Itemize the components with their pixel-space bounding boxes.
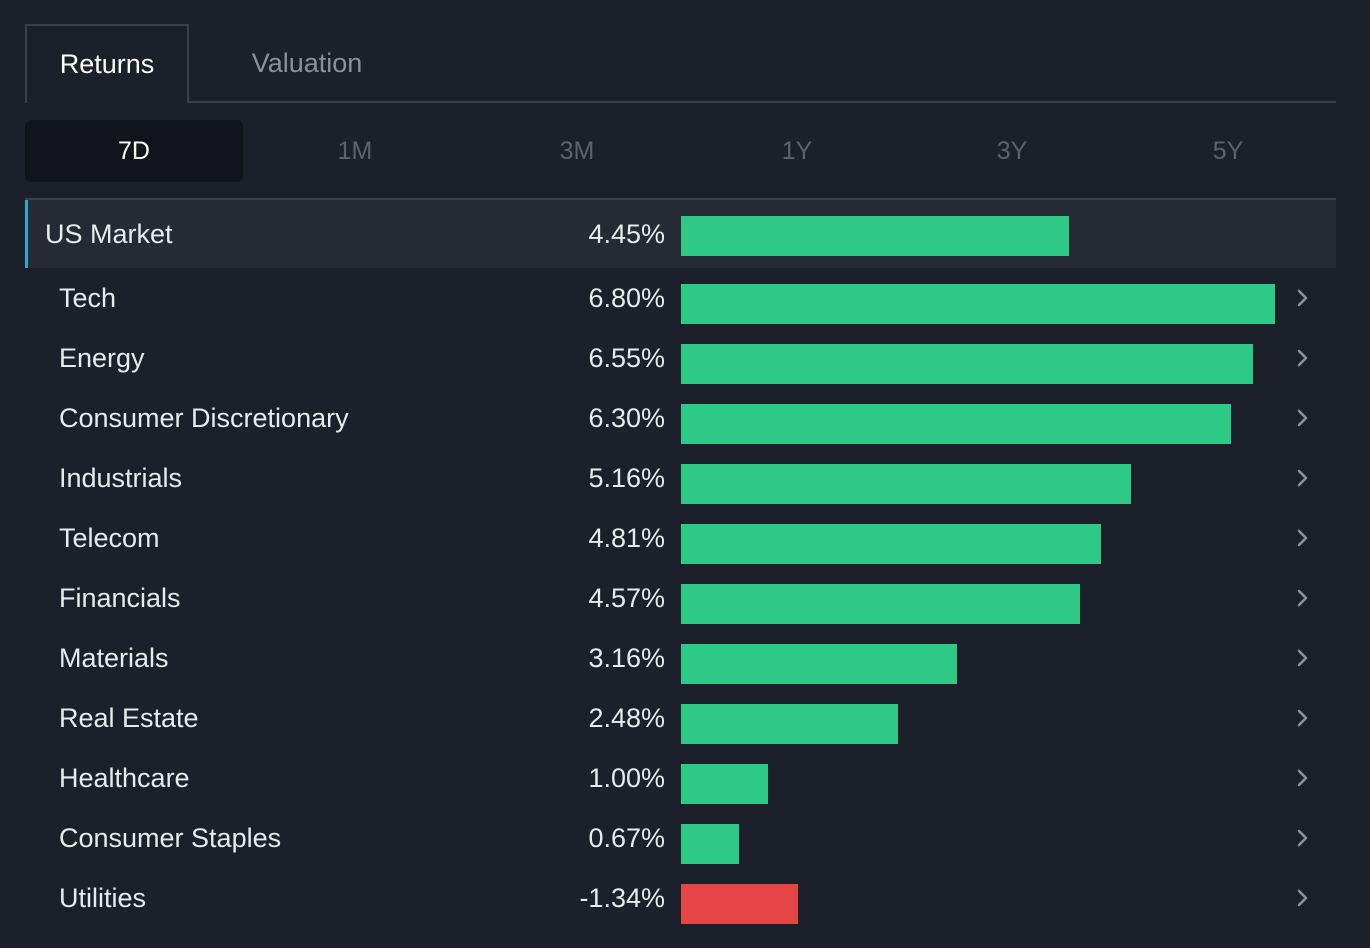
sector-label: US Market [45, 218, 173, 249]
sector-row[interactable]: Energy 6.55% [25, 328, 1336, 388]
sector-label: Consumer Staples [59, 822, 282, 853]
sector-label: Industrials [59, 462, 183, 493]
period-3y-button[interactable]: 3Y [996, 136, 1028, 165]
return-bar [681, 284, 1275, 324]
chevron-right-icon[interactable] [1293, 328, 1313, 388]
return-value: -1.34% [579, 882, 665, 913]
chevron-right-icon[interactable] [1293, 388, 1313, 448]
return-bar [681, 764, 768, 804]
chevron-right-icon[interactable] [1293, 748, 1313, 808]
period-1m-button[interactable]: 1M [337, 136, 373, 165]
return-bar [681, 404, 1231, 444]
selected-indicator [25, 200, 28, 268]
chevron-right-icon[interactable] [1293, 628, 1313, 688]
sector-row[interactable]: Financials 4.57% [25, 568, 1336, 628]
chevron-right-icon[interactable] [1293, 268, 1313, 328]
return-value: 4.45% [588, 218, 665, 249]
return-value: 6.30% [588, 402, 665, 433]
period-1y-button[interactable]: 1Y [781, 136, 813, 165]
chevron-right-icon[interactable] [1293, 868, 1313, 928]
return-value: 4.81% [588, 522, 665, 553]
return-value: 4.57% [588, 582, 665, 613]
return-bar [681, 884, 798, 924]
return-value: 0.67% [588, 822, 665, 853]
sector-returns-chart: US Market 4.45% Tech 6.80% Energy 6.55% Consum… [25, 200, 1336, 928]
period-selector: 7D 1M 3M 1Y 3Y 5Y [25, 120, 1336, 182]
sector-label: Utilities [59, 882, 147, 913]
sector-row[interactable]: Real Estate 2.48% [25, 688, 1336, 748]
sector-label: Real Estate [59, 702, 199, 733]
return-value: 1.00% [588, 762, 665, 793]
return-value: 3.16% [588, 642, 665, 673]
return-bar [681, 216, 1069, 256]
return-value: 5.16% [588, 462, 665, 493]
sector-row[interactable]: Healthcare 1.00% [25, 748, 1336, 808]
chevron-right-icon[interactable] [1293, 508, 1313, 568]
chevron-right-icon[interactable] [1293, 808, 1313, 868]
return-value: 6.80% [588, 282, 665, 313]
sector-row[interactable]: Materials 3.16% [25, 628, 1336, 688]
return-bar [681, 824, 739, 864]
return-bar [681, 464, 1131, 504]
chevron-right-icon[interactable] [1293, 688, 1313, 748]
tab-valuation[interactable]: Valuation [251, 48, 363, 78]
return-bar [681, 584, 1080, 624]
sector-label: Materials [59, 642, 169, 673]
divider [25, 198, 1336, 200]
return-bar [681, 704, 898, 744]
sector-row[interactable]: Consumer Staples 0.67% [25, 808, 1336, 868]
return-value: 6.55% [588, 342, 665, 373]
sector-label: Telecom [59, 522, 160, 553]
sector-label: Healthcare [59, 762, 190, 793]
return-value: 2.48% [588, 702, 665, 733]
period-5y-button[interactable]: 5Y [1212, 136, 1244, 165]
chevron-right-icon[interactable] [1293, 568, 1313, 628]
sector-label: Energy [59, 342, 145, 373]
sector-row[interactable]: Industrials 5.16% [25, 448, 1336, 508]
tab-returns[interactable]: Returns [25, 24, 189, 103]
sector-label: Tech [59, 282, 117, 313]
return-bar [681, 344, 1253, 384]
sector-label: Consumer Discretionary [59, 402, 349, 433]
view-tabs: Returns Valuation [25, 24, 1336, 103]
sector-label: Financials [59, 582, 181, 613]
sector-row[interactable]: Tech 6.80% [25, 268, 1336, 328]
sector-row[interactable]: Utilities -1.34% [25, 868, 1336, 928]
period-7d-button[interactable]: 7D [25, 120, 243, 182]
return-bar [681, 524, 1101, 564]
period-3m-button[interactable]: 3M [559, 136, 595, 165]
sector-row[interactable]: Consumer Discretionary 6.30% [25, 388, 1336, 448]
market-row[interactable]: US Market 4.45% [25, 200, 1336, 268]
return-bar [681, 644, 957, 684]
chevron-right-icon[interactable] [1293, 448, 1313, 508]
sector-row[interactable]: Telecom 4.81% [25, 508, 1336, 568]
